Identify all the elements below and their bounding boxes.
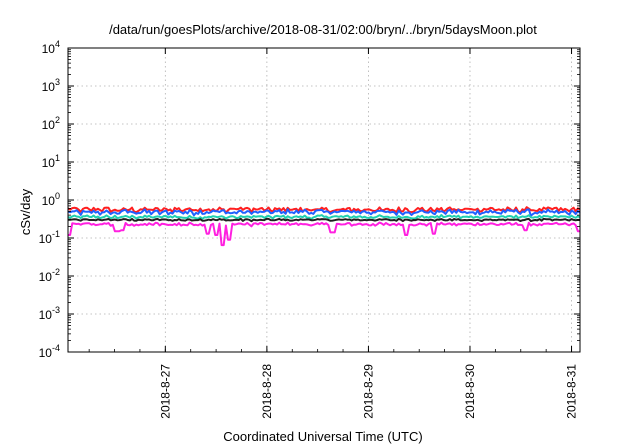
- y-tick-label: 102: [42, 115, 60, 132]
- y-tick-label: 100: [42, 191, 60, 208]
- x-tick-label: 2018-8-30: [463, 364, 477, 419]
- y-tick-label: 10-3: [39, 305, 60, 322]
- series-line-5: [68, 221, 580, 247]
- y-axis-label: cSv/day: [18, 188, 33, 235]
- y-tick-label: 10-4: [39, 343, 60, 360]
- series-line-2: [67, 208, 581, 217]
- series-line-3: [67, 214, 581, 220]
- plot-series: [67, 206, 581, 247]
- x-tick-label: 2018-8-28: [260, 364, 274, 419]
- series-line-4: [68, 217, 581, 223]
- grid: [68, 48, 580, 352]
- y-tick-label: 10-1: [39, 229, 60, 246]
- y-tick-label: 10-2: [39, 267, 60, 284]
- y-tick-label: 103: [42, 77, 60, 94]
- x-axis-label: Coordinated Universal Time (UTC): [223, 429, 422, 444]
- axis-ticks: 10-4 10-3 10-2 10-1 100 101 102 103 104 2018-8-27…: [39, 39, 580, 419]
- x-tick-label: 2018-8-29: [361, 364, 375, 419]
- y-tick-label: 101: [42, 153, 60, 170]
- y-tick-label: 104: [42, 39, 60, 56]
- chart-title: /data/run/goesPlots/archive/2018-08-31/0…: [109, 22, 537, 37]
- x-tick-label: 2018-8-31: [565, 364, 579, 419]
- series-line-1: [67, 206, 581, 214]
- x-tick-label: 2018-8-27: [158, 364, 172, 419]
